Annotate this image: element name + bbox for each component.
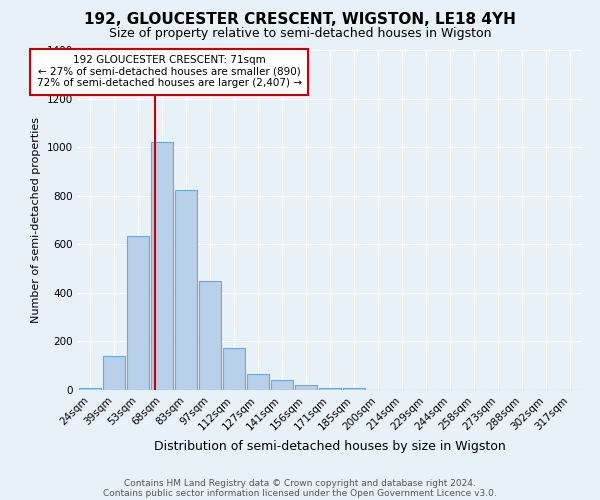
Bar: [151, 142, 173, 390]
Text: Contains HM Land Registry data © Crown copyright and database right 2024.: Contains HM Land Registry data © Crown c…: [124, 478, 476, 488]
Text: 192, GLOUCESTER CRESCENT, WIGSTON, LE18 4YH: 192, GLOUCESTER CRESCENT, WIGSTON, LE18 …: [84, 12, 516, 28]
Bar: [223, 348, 245, 390]
X-axis label: Distribution of semi-detached houses by size in Wigston: Distribution of semi-detached houses by …: [154, 440, 506, 453]
Text: Contains public sector information licensed under the Open Government Licence v3: Contains public sector information licen…: [103, 488, 497, 498]
Bar: [199, 280, 221, 390]
Y-axis label: Number of semi-detached properties: Number of semi-detached properties: [31, 117, 41, 323]
Text: 192 GLOUCESTER CRESCENT: 71sqm
← 27% of semi-detached houses are smaller (890)
7: 192 GLOUCESTER CRESCENT: 71sqm ← 27% of …: [37, 56, 302, 88]
Bar: [247, 374, 269, 390]
Bar: [319, 388, 341, 390]
Bar: [175, 190, 197, 390]
Bar: [271, 380, 293, 390]
Bar: [103, 356, 125, 390]
Text: Size of property relative to semi-detached houses in Wigston: Size of property relative to semi-detach…: [109, 28, 491, 40]
Bar: [343, 388, 365, 390]
Bar: [79, 388, 101, 390]
Bar: [295, 385, 317, 390]
Bar: [127, 236, 149, 390]
